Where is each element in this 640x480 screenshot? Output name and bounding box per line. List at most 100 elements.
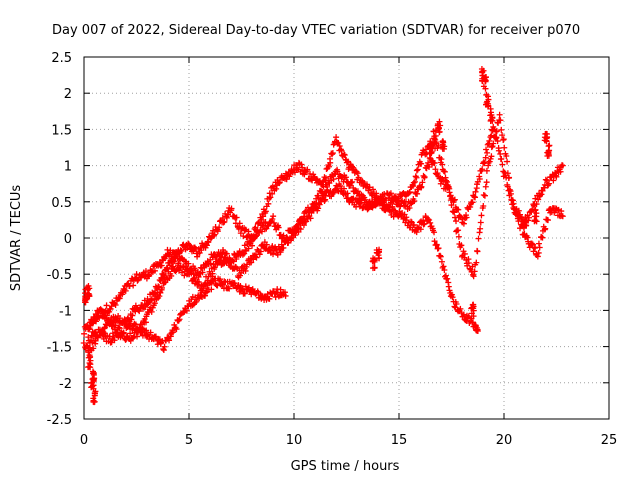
data-point <box>199 287 206 294</box>
data-point <box>176 316 183 323</box>
data-point <box>487 109 494 116</box>
data-point <box>480 191 487 198</box>
data-point <box>139 325 146 332</box>
data-point <box>413 174 420 181</box>
data-point <box>498 126 505 133</box>
data-point <box>85 326 92 333</box>
x-tick-label: 25 <box>601 433 618 448</box>
data-point <box>472 188 479 195</box>
data-point <box>409 183 416 190</box>
data-point <box>490 140 497 147</box>
data-point <box>195 273 202 280</box>
data-point <box>543 138 550 145</box>
data-point <box>103 302 110 309</box>
data-point <box>292 232 299 239</box>
data-point <box>233 255 240 262</box>
data-point <box>455 206 462 213</box>
data-point <box>269 216 276 223</box>
data-point <box>182 266 189 273</box>
data-point <box>202 292 209 299</box>
data-point <box>236 272 243 279</box>
data-point <box>483 146 490 153</box>
data-point <box>458 242 465 249</box>
data-point <box>122 336 129 343</box>
data-point <box>343 159 350 166</box>
data-point <box>427 138 434 145</box>
data-point <box>442 177 449 184</box>
ticks: 0 5 10 15 20 25 2.5 2 1.5 1 0.5 0 -0.5 -1 -1.5 -2 -2.5 <box>47 51 618 448</box>
data-point <box>167 262 174 269</box>
data-point <box>430 128 437 135</box>
data-point <box>161 343 168 350</box>
data-point <box>535 240 542 247</box>
x-tick-label: 20 <box>496 433 513 448</box>
data-point <box>426 216 433 223</box>
data-point <box>532 207 539 214</box>
x-axis-label: GPS time / hours <box>291 459 400 474</box>
data-point <box>497 117 504 124</box>
data-point <box>132 302 139 309</box>
data-point <box>484 149 491 156</box>
data-point <box>371 258 378 265</box>
data-point <box>157 289 164 296</box>
data-point <box>87 353 94 360</box>
data-point <box>304 166 311 173</box>
data-point <box>223 214 230 221</box>
data-point <box>207 260 214 267</box>
data-point <box>486 158 493 165</box>
data-point <box>470 273 477 280</box>
data-point <box>142 268 149 275</box>
data-point <box>260 213 267 220</box>
data-point <box>217 276 223 283</box>
data-point <box>440 263 447 270</box>
data-point <box>274 289 281 296</box>
data-point <box>420 221 427 228</box>
data-point <box>441 266 448 273</box>
y-tick-label: -2.5 <box>47 413 72 428</box>
data-point <box>500 136 507 143</box>
data-point <box>489 143 496 150</box>
data-point <box>91 399 98 406</box>
data-point <box>461 250 468 257</box>
data-point <box>325 163 332 170</box>
data-point <box>494 138 501 145</box>
y-tick-label: 2.5 <box>51 51 72 66</box>
data-point <box>369 186 376 193</box>
data-point <box>472 322 479 329</box>
data-point <box>387 190 394 197</box>
data-point <box>90 345 97 352</box>
data-point <box>191 274 198 281</box>
data-point <box>539 234 546 241</box>
data-point <box>538 233 545 240</box>
data-point <box>297 226 304 233</box>
data-point <box>276 179 283 186</box>
data-point <box>480 202 487 209</box>
data-point <box>348 179 355 186</box>
data-point <box>258 216 265 223</box>
data-point <box>506 174 513 181</box>
data-point <box>478 212 485 219</box>
data-point <box>233 214 240 221</box>
data-point <box>158 284 165 291</box>
data-point <box>480 159 487 166</box>
data-point <box>194 253 201 260</box>
data-point <box>486 137 493 144</box>
data-point <box>475 235 482 242</box>
data-point <box>107 305 114 312</box>
data-point <box>242 283 249 290</box>
data-point <box>322 175 329 182</box>
data-point <box>477 219 484 226</box>
data-point <box>145 300 152 307</box>
data-point <box>329 151 336 158</box>
data-point <box>483 91 490 98</box>
data-point <box>92 337 99 344</box>
data-point <box>236 220 243 227</box>
data-point <box>292 162 299 169</box>
data-point <box>349 178 356 185</box>
data-point <box>228 205 235 212</box>
data-point <box>421 174 428 181</box>
y-tick-label: -2 <box>59 377 72 392</box>
data-point <box>474 327 481 334</box>
data-point <box>90 370 97 377</box>
data-point <box>410 179 417 186</box>
